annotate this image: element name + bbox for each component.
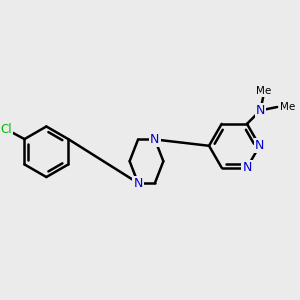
Text: N: N bbox=[242, 161, 252, 174]
Text: N: N bbox=[150, 133, 160, 146]
Text: Me: Me bbox=[256, 86, 272, 96]
Text: N: N bbox=[134, 176, 143, 190]
Text: Cl: Cl bbox=[0, 123, 12, 136]
Text: N: N bbox=[256, 104, 265, 117]
Text: N: N bbox=[255, 139, 264, 152]
Text: Me: Me bbox=[280, 102, 295, 112]
